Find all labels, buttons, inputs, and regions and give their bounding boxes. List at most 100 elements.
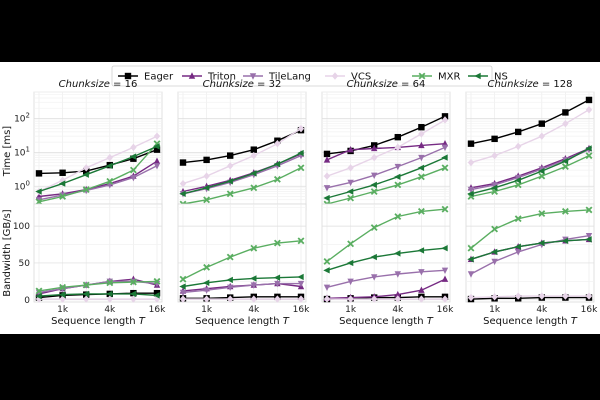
data-point bbox=[129, 278, 137, 286]
data-point bbox=[106, 177, 114, 185]
series-line bbox=[326, 247, 446, 271]
panel-title-3: Chunksize = 64 bbox=[347, 79, 426, 90]
y-axis-label: Bandwidth [GB/s] bbox=[2, 209, 13, 297]
series-line bbox=[326, 156, 446, 199]
data-point bbox=[561, 163, 569, 171]
data-point bbox=[250, 244, 258, 252]
data-point bbox=[370, 253, 377, 261]
data-point bbox=[514, 215, 522, 223]
series-line bbox=[470, 99, 590, 145]
x-axis-label: Sequence length T bbox=[51, 316, 146, 327]
series-line bbox=[38, 145, 158, 193]
data-point bbox=[347, 240, 355, 248]
data-point bbox=[153, 163, 161, 170]
series-line bbox=[470, 235, 590, 275]
data-point bbox=[370, 224, 378, 232]
series-line bbox=[38, 160, 158, 198]
data-point bbox=[417, 207, 425, 215]
data-point bbox=[562, 109, 569, 116]
data-point bbox=[515, 174, 522, 182]
x-tick-label: 16k bbox=[437, 305, 454, 315]
data-point bbox=[35, 197, 43, 204]
data-point bbox=[130, 143, 137, 152]
data-point bbox=[394, 290, 401, 298]
data-point bbox=[585, 106, 593, 114]
plot-area bbox=[33, 91, 163, 211]
data-point bbox=[441, 205, 449, 213]
data-point bbox=[273, 239, 281, 247]
data-point bbox=[59, 193, 67, 200]
plot-area bbox=[33, 203, 163, 303]
data-point bbox=[130, 155, 137, 162]
data-point bbox=[274, 280, 281, 288]
series-line bbox=[470, 149, 590, 191]
series-mxr bbox=[467, 152, 593, 200]
x-axis-label: Sequence length T bbox=[195, 316, 290, 327]
data-point bbox=[323, 267, 330, 274]
series-line bbox=[470, 296, 589, 300]
data-point bbox=[491, 151, 498, 160]
plot-area bbox=[465, 91, 595, 211]
data-point bbox=[467, 158, 475, 167]
x-tick-label: 1k bbox=[201, 305, 213, 315]
x-tick-label: 1k bbox=[345, 305, 357, 315]
data-point bbox=[538, 239, 545, 247]
legend-label: NS bbox=[494, 72, 508, 83]
series-line bbox=[326, 208, 446, 263]
panel-time-4 bbox=[465, 91, 595, 211]
data-point bbox=[323, 185, 331, 192]
data-point bbox=[562, 119, 569, 128]
data-point bbox=[490, 184, 498, 192]
series-tilelang bbox=[179, 280, 305, 297]
x-tick-label: 4k bbox=[104, 305, 116, 315]
plot-area bbox=[321, 91, 451, 211]
data-point bbox=[323, 295, 331, 303]
plot-area bbox=[177, 91, 307, 211]
data-point bbox=[153, 277, 161, 285]
legend-marker bbox=[331, 72, 339, 80]
series-vcs bbox=[179, 124, 305, 188]
data-point bbox=[441, 295, 449, 303]
data-point bbox=[491, 135, 498, 143]
legend-entry-tilelang: TileLang bbox=[243, 72, 311, 83]
legend-marker bbox=[188, 72, 196, 79]
plot-area bbox=[321, 203, 451, 303]
data-point bbox=[347, 145, 354, 153]
data-point bbox=[441, 275, 449, 282]
x-tick-label: 16k bbox=[149, 305, 166, 315]
data-point bbox=[227, 284, 234, 291]
legend-label: Eager bbox=[144, 72, 174, 83]
data-point bbox=[418, 295, 425, 303]
data-point bbox=[467, 271, 475, 278]
data-point bbox=[538, 292, 545, 300]
data-point bbox=[418, 141, 425, 149]
data-point bbox=[226, 190, 234, 198]
data-point bbox=[467, 186, 475, 194]
x-tick-label: 16k bbox=[293, 305, 310, 315]
data-point bbox=[323, 194, 330, 202]
series-mxr bbox=[35, 277, 161, 295]
data-point bbox=[297, 124, 305, 133]
data-point bbox=[538, 120, 545, 127]
data-point bbox=[394, 271, 401, 278]
data-point bbox=[371, 172, 378, 180]
data-point bbox=[467, 190, 474, 198]
series-mxr bbox=[467, 206, 593, 252]
series-line bbox=[326, 146, 446, 189]
series-line bbox=[38, 280, 158, 292]
data-point bbox=[274, 139, 281, 148]
data-point bbox=[561, 237, 569, 245]
data-point bbox=[179, 190, 186, 198]
series-line bbox=[182, 128, 302, 185]
data-point bbox=[491, 293, 498, 301]
data-point bbox=[323, 172, 331, 180]
data-point bbox=[394, 163, 401, 171]
plot-area bbox=[465, 203, 595, 303]
data-point bbox=[250, 184, 258, 192]
data-point bbox=[226, 178, 233, 185]
series-line bbox=[38, 165, 158, 201]
series-ns bbox=[179, 149, 304, 198]
data-point bbox=[82, 281, 90, 289]
legend-entry-mxr: MXR bbox=[412, 72, 460, 83]
